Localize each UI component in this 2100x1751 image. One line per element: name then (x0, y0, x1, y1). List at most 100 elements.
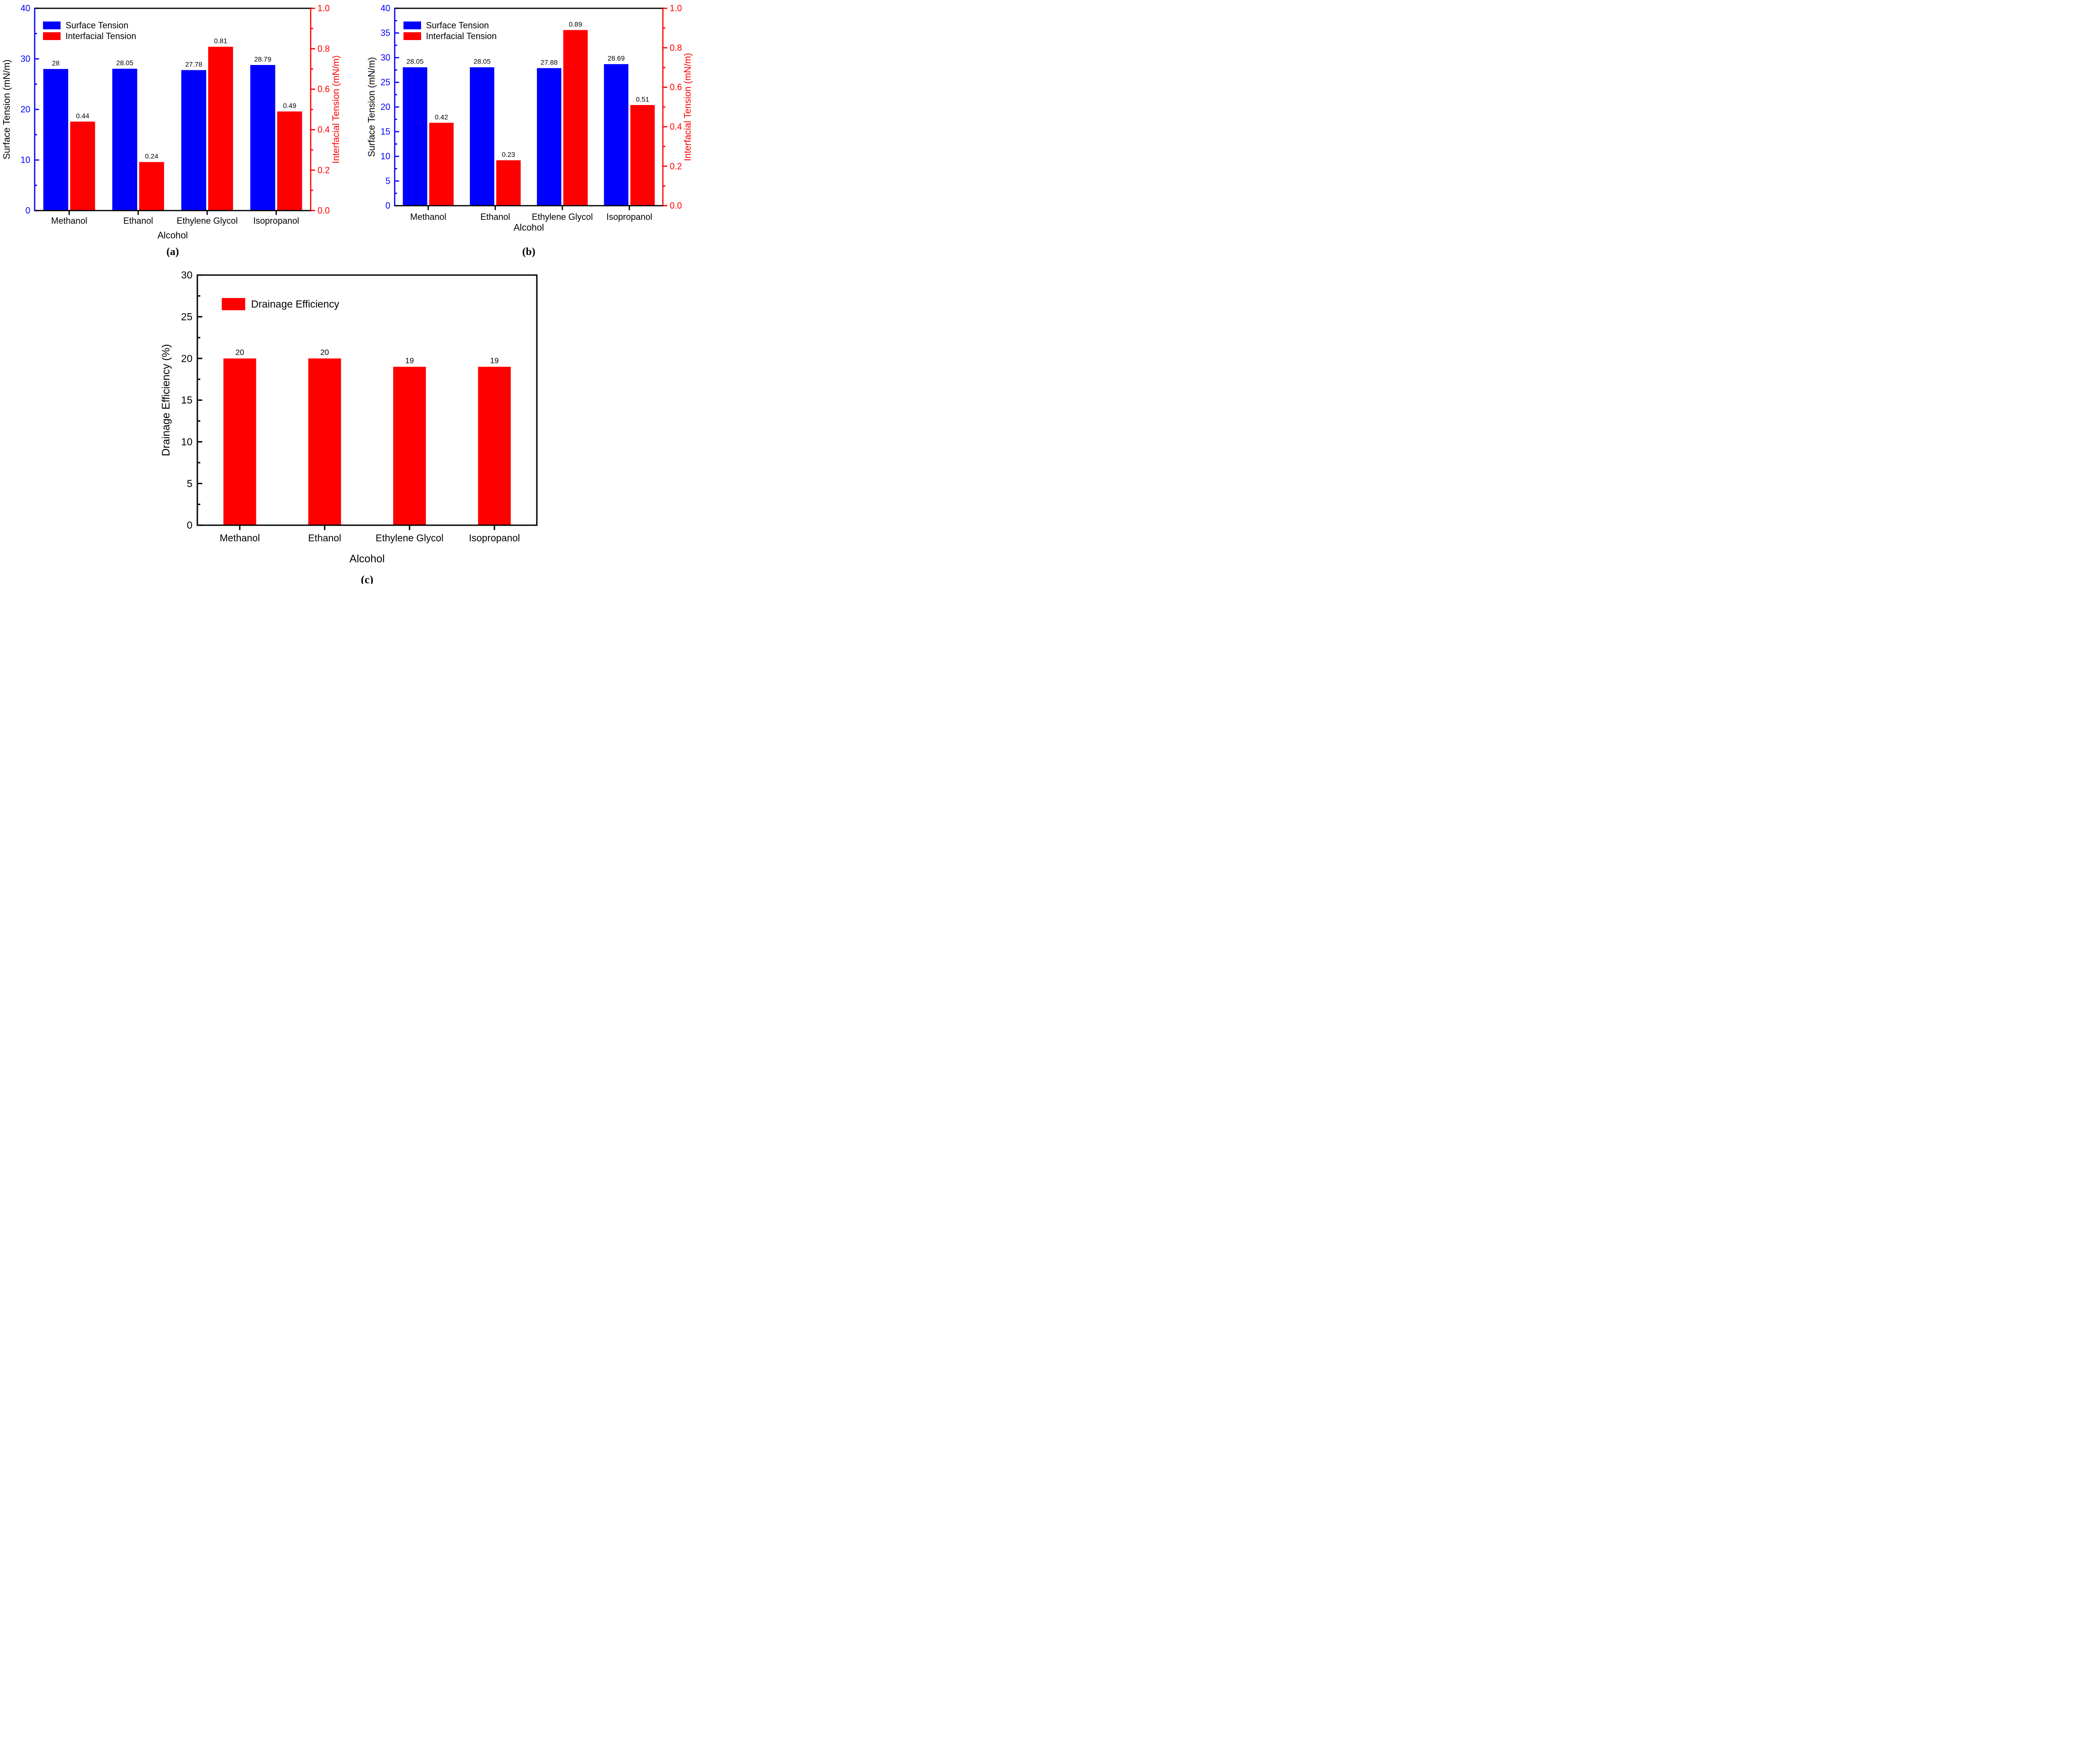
category-label: Ethanol (123, 216, 153, 226)
legend-label: Interfacial Tension (426, 31, 497, 41)
y-axis-right-tick-label: 1.0 (318, 3, 330, 13)
figure: 28 28.05 27.78 28.79 0.44 0.24 0.81 0.49 0 10 20 30… (0, 0, 700, 584)
value-label: 0.49 (283, 102, 296, 109)
value-label: 19 (490, 357, 499, 365)
value-label: 0.23 (502, 150, 515, 158)
panel-label: (a) (167, 245, 179, 257)
x-axis-title: Alcohol (349, 553, 384, 565)
y-axis-left-title: Drainage Efficiency (%) (161, 344, 172, 456)
value-label: 28.05 (473, 58, 490, 65)
y-axis-left-tick-label: 35 (381, 28, 390, 38)
bar-surface-tension-ethanol (112, 68, 137, 211)
bar-surface-tension-methanol (43, 69, 68, 211)
category-label: Ethylene Glycol (177, 216, 238, 226)
y-axis-left-tick-label: 25 (381, 78, 390, 87)
bar-drainage-efficiency-ethanol (308, 358, 341, 525)
y-axis-right-tick-label: 0.6 (670, 83, 682, 92)
y-axis-right-tick-label: 0.4 (670, 122, 682, 132)
y-axis-right-title: Interfacial Tension (mN/m) (331, 55, 341, 163)
chart-panel-c: 20 20 19 19 0 5 10 15 20 25 30 Methanol Ethanol Ethyl… (161, 269, 557, 584)
value-label: 27.78 (185, 60, 202, 68)
category-label: Isopropanol (253, 216, 299, 226)
value-label: 28.05 (116, 59, 133, 67)
chart-a-canvas: 28 28.05 27.78 28.79 0.44 0.24 0.81 0.49 0 10 20 30… (2, 3, 341, 257)
category-label: Methanol (51, 216, 87, 226)
category-label: Ethanol (480, 212, 510, 222)
bar-surface-tension-ethylene-glycol (181, 70, 207, 211)
value-label: 20 (235, 349, 244, 357)
legend-swatch (222, 298, 245, 310)
y-axis-left-tick-label: 15 (381, 127, 390, 137)
category-label: Ethylene Glycol (532, 212, 593, 222)
value-label: 28.69 (608, 54, 625, 62)
legend-swatch (43, 32, 61, 40)
value-label: 0.44 (76, 112, 89, 120)
chart-panel-b: 28.05 28.05 27.88 28.69 0.42 0.23 0.89 0.51 0 5 10… (366, 0, 700, 269)
chart-b-canvas: 28.05 28.05 27.88 28.69 0.42 0.23 0.89 0.51 0 5 10… (367, 3, 693, 257)
y-axis-left-tick-label: 0 (187, 520, 192, 531)
bar-interfacial-tension-ethanol (139, 162, 164, 211)
y-axis-left-tick-label: 40 (21, 3, 30, 13)
chart-panel-a: 28 28.05 27.78 28.79 0.44 0.24 0.81 0.49 0 10 20 30… (0, 0, 350, 269)
y-axis-left-tick-label: 5 (187, 478, 192, 490)
y-axis-right-tick-label: 0.6 (318, 85, 330, 94)
y-axis-left-tick-label: 30 (381, 53, 390, 63)
category-label: Methanol (220, 533, 260, 544)
x-axis-title: Alcohol (513, 223, 544, 233)
bar-interfacial-tension-ethanol (496, 160, 521, 206)
category-label: Isopropanol (469, 533, 520, 544)
legend-label: Drainage Efficiency (251, 299, 339, 310)
legend-swatch (403, 32, 421, 40)
y-axis-left-tick-label: 30 (181, 270, 192, 281)
value-label: 27.88 (541, 58, 558, 66)
bar-surface-tension-methanol (403, 67, 427, 206)
value-label: 20 (320, 349, 329, 357)
y-axis-left-tick-label: 10 (381, 151, 390, 161)
y-axis-right-title: Interfacial Tension (mN/m) (683, 53, 693, 161)
y-axis-right-tick-label: 0.0 (318, 206, 330, 215)
value-label: 28 (52, 59, 60, 67)
bar-interfacial-tension-isopropanol (630, 105, 655, 206)
category-label: Methanol (410, 212, 446, 222)
bar-surface-tension-ethylene-glycol (537, 68, 562, 206)
y-axis-left-tick-label: 30 (21, 54, 30, 64)
category-label: Isopropanol (606, 212, 652, 222)
y-axis-left-tick-label: 20 (381, 102, 390, 112)
bar-interfacial-tension-ethylene-glycol (208, 46, 233, 211)
value-label: 28.79 (254, 55, 271, 63)
y-axis-left-tick-label: 40 (381, 3, 390, 13)
value-label: 0.81 (214, 37, 227, 45)
legend-swatch (43, 21, 61, 29)
y-axis-left-tick-label: 0 (25, 206, 30, 215)
y-axis-left-tick-label: 20 (21, 105, 30, 114)
y-axis-left-tick-label: 20 (181, 353, 192, 364)
y-axis-left-tick-label: 15 (181, 395, 192, 406)
value-label: 0.42 (435, 113, 448, 121)
bar-surface-tension-ethanol (469, 67, 494, 206)
y-axis-right-tick-label: 0.2 (670, 161, 682, 171)
category-label: Ethanol (308, 533, 341, 544)
bar-interfacial-tension-methanol (70, 121, 95, 211)
y-axis-right-tick-label: 0.0 (670, 201, 682, 211)
y-axis-left-tick-label: 0 (385, 201, 390, 211)
y-axis-left-tick-label: 10 (21, 155, 30, 165)
bar-drainage-efficiency-isopropanol (478, 366, 511, 525)
chart-c-canvas: 20 20 19 19 0 5 10 15 20 25 30 Methanol Ethanol Ethyl… (161, 270, 538, 584)
x-axis-title: Alcohol (157, 231, 188, 241)
value-label: 28.05 (406, 58, 424, 65)
value-label: 0.89 (569, 20, 582, 28)
category-label: Ethylene Glycol (376, 533, 444, 544)
legend-label: Surface Tension (65, 21, 128, 30)
bar-surface-tension-isopropanol (604, 64, 629, 206)
legend-swatch (403, 21, 421, 29)
bar-interfacial-tension-isopropanol (277, 111, 302, 211)
value-label: 19 (405, 357, 414, 365)
bar-drainage-efficiency-methanol (223, 358, 256, 525)
value-label: 0.24 (145, 152, 158, 160)
y-axis-left-tick-label: 10 (181, 436, 192, 448)
bar-surface-tension-isopropanol (250, 65, 276, 211)
legend-label: Interfacial Tension (65, 31, 136, 41)
bar-interfacial-tension-methanol (429, 123, 454, 206)
panel-label: (b) (522, 245, 535, 257)
legend-label: Surface Tension (426, 21, 489, 30)
